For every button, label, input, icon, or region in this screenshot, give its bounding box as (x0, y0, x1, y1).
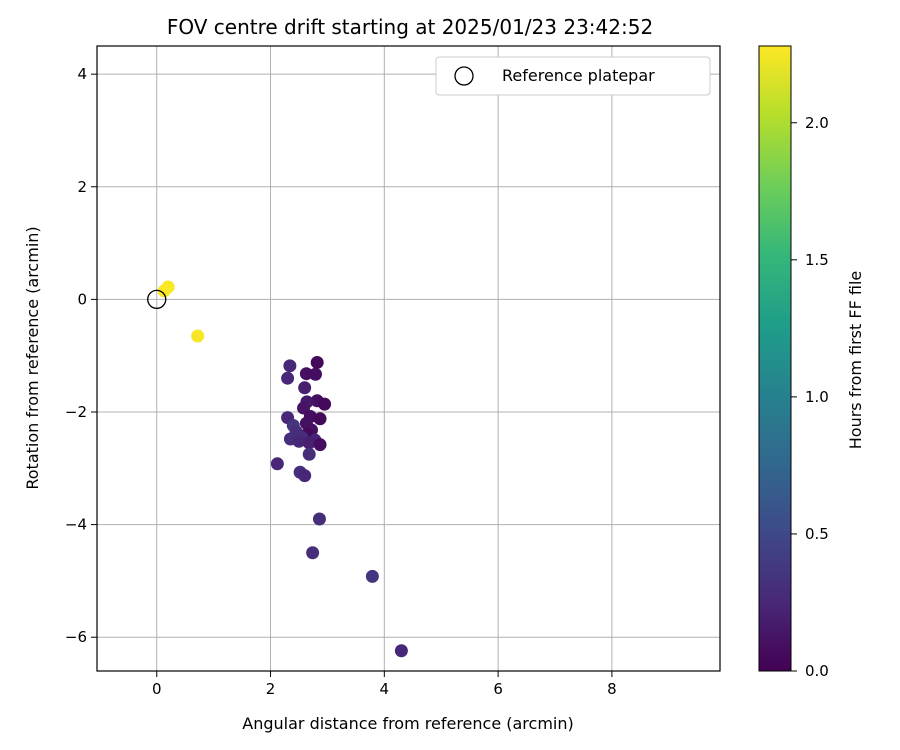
y-tick-label: −6 (65, 628, 87, 646)
data-point (313, 412, 327, 426)
y-tick-label: −4 (65, 516, 87, 534)
data-point (365, 569, 379, 583)
grid-lines (97, 46, 720, 671)
y-tick-label: 4 (77, 65, 87, 83)
legend-reference-marker (454, 66, 474, 86)
y-tick-label: 2 (77, 178, 87, 196)
data-point (310, 355, 324, 369)
data-point (292, 434, 306, 448)
y-tick-label: 0 (77, 290, 87, 308)
data-point (302, 436, 316, 450)
data-point (318, 397, 332, 411)
x-tick-label: 6 (493, 680, 503, 698)
y-tick-label: −2 (65, 403, 87, 421)
x-tick-label: 4 (380, 680, 390, 698)
data-point (308, 367, 322, 381)
data-point (312, 512, 326, 526)
plot-frame (96, 45, 721, 672)
data-point (313, 438, 327, 452)
reference-marker (147, 289, 167, 310)
data-point (161, 280, 175, 294)
data-point (298, 381, 312, 395)
data-point (306, 546, 320, 560)
x-tick-label: 2 (266, 680, 276, 698)
chart-title: FOV centre drift starting at 2025/01/23 … (167, 15, 653, 39)
colorbar: 0.0 0.5 1.0 1.5 2.0 Hours from first FF file (758, 45, 865, 680)
colorbar-ticks: 0.0 0.5 1.0 1.5 2.0 (791, 114, 829, 680)
colorbar-tick-label: 0.0 (805, 662, 829, 680)
x-axis-ticks: 0 2 4 6 8 (152, 671, 617, 698)
reference-marker-group (147, 289, 167, 310)
y-axis-label: Rotation from reference (arcmin) (23, 226, 42, 489)
data-point (283, 359, 297, 373)
scatter-points (157, 280, 408, 658)
colorbar-tick-label: 1.5 (805, 251, 829, 269)
legend: Reference platepar (435, 56, 711, 96)
colorbar-tick-label: 0.5 (805, 525, 829, 543)
data-point (191, 329, 205, 343)
x-axis-label: Angular distance from reference (arcmin) (242, 714, 573, 733)
data-point (394, 644, 408, 658)
y-axis-ticks: −6 −4 −2 0 2 4 (65, 65, 97, 646)
colorbar-gradient (758, 45, 792, 672)
data-point (281, 371, 295, 385)
data-point (302, 447, 316, 461)
legend-reference-label: Reference platepar (502, 66, 655, 85)
x-tick-label: 0 (152, 680, 162, 698)
colorbar-tick-label: 2.0 (805, 114, 829, 132)
x-tick-label: 8 (607, 680, 617, 698)
colorbar-tick-label: 1.0 (805, 388, 829, 406)
data-point (270, 457, 284, 471)
colorbar-label: Hours from first FF file (846, 271, 865, 450)
legend-box (435, 56, 711, 96)
data-point (298, 469, 312, 483)
